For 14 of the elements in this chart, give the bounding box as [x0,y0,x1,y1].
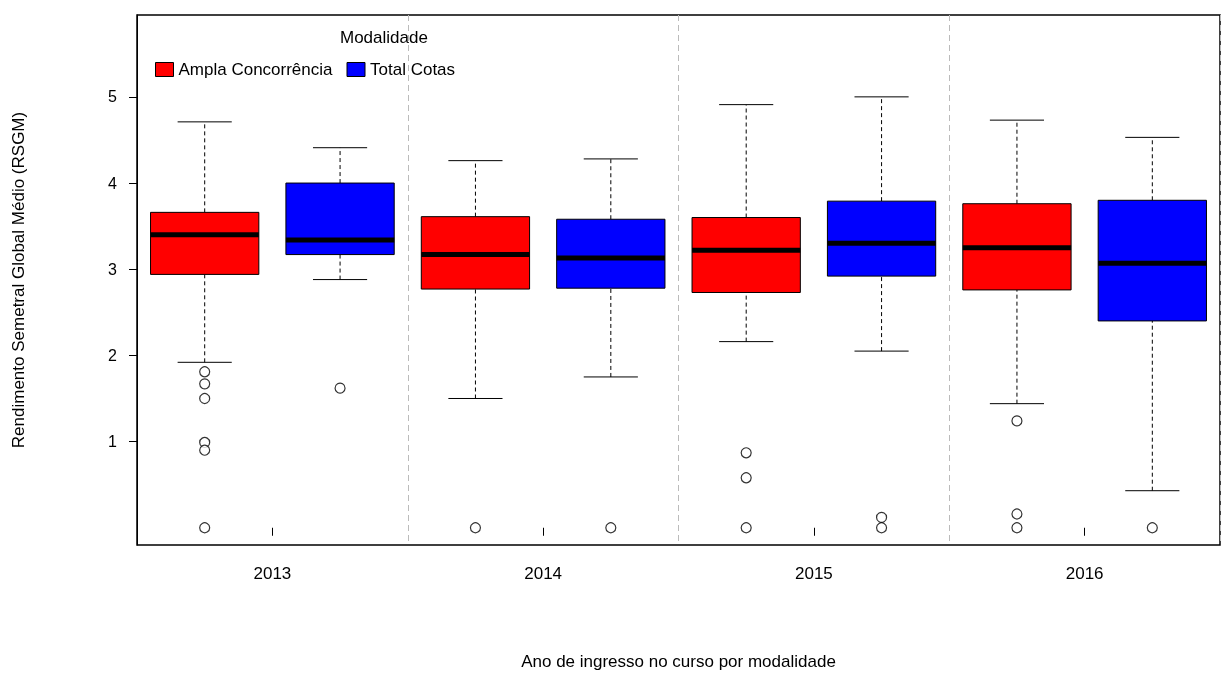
y-axis-title: Rendimento Semetral Global Médio (RSGM) [9,111,28,449]
x-tick-label: 2014 [524,564,563,583]
x-tick-label: 2013 [253,564,292,583]
legend-title: Modalidade [340,28,428,47]
y-tick-label: 5 [108,88,118,106]
x-tick-label: 2016 [1065,564,1104,583]
y-tick-label: 1 [108,433,118,451]
x-axis-title: Ano de ingresso no curso por modalidade [521,652,836,671]
y-tick-label: 4 [108,174,118,192]
y-tick-label: 2 [108,346,118,364]
legend-label: Total Cotas [370,60,456,79]
y-tick-label: 3 [108,260,118,278]
x-tick-label: 2015 [794,564,833,583]
legend-label: Ampla Concorrência [178,60,334,79]
